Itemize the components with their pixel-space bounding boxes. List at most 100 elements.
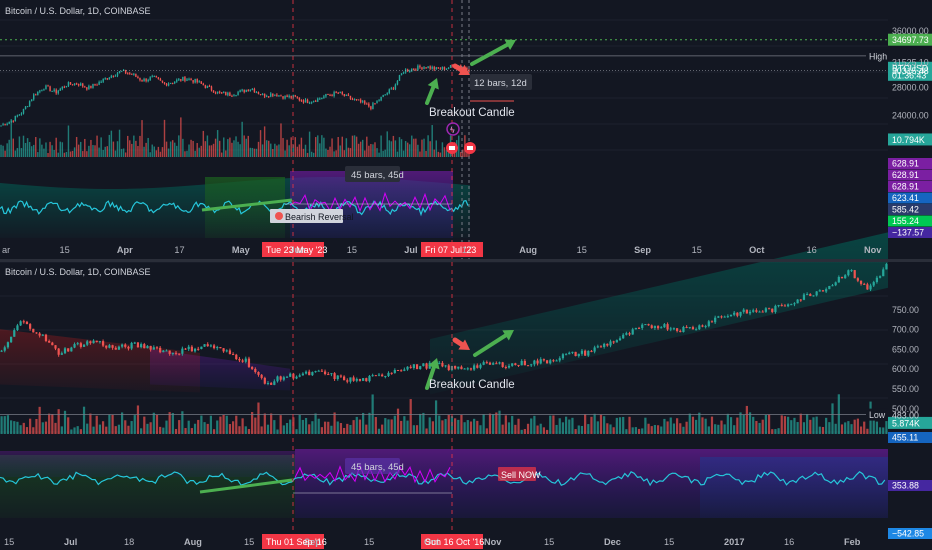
- osc-axis-badge: [888, 169, 932, 181]
- candle-body: [359, 99, 362, 103]
- candle-body: [10, 120, 12, 122]
- volume-bar: [331, 138, 333, 157]
- candle-body: [114, 347, 117, 350]
- candle-body: [274, 94, 276, 96]
- volume-bar: [244, 426, 247, 434]
- candle-body: [165, 83, 168, 86]
- volume-bar: [660, 426, 663, 434]
- candle-body: [825, 289, 828, 292]
- price-axis-label: High: [869, 51, 887, 61]
- volume-bar: [574, 429, 577, 434]
- time-axis-label: Aug: [519, 245, 537, 255]
- time-axis-label: Jul: [64, 537, 77, 547]
- osc-axis-badge: [888, 432, 932, 443]
- volume-bar: [406, 142, 409, 157]
- candle-body: [273, 381, 276, 385]
- volume-bar: [419, 413, 422, 434]
- volume-bar: [555, 424, 558, 434]
- candle-body: [301, 373, 304, 376]
- candle-body: [108, 345, 111, 348]
- volume-bar: [222, 414, 225, 434]
- oscillator-band-purple-left: [0, 451, 295, 477]
- candle-body: [244, 358, 247, 362]
- volume-bar: [400, 420, 403, 434]
- volume-bar: [88, 145, 90, 157]
- candle-body: [261, 93, 264, 96]
- candle-body: [321, 97, 323, 99]
- volume-bar: [60, 426, 63, 434]
- candle-body: [180, 79, 182, 81]
- volume-bar: [270, 143, 272, 157]
- candle-body: [479, 364, 482, 368]
- volume-bar: [447, 414, 450, 434]
- candle-body: [225, 350, 228, 352]
- volume-bar: [498, 410, 501, 434]
- candle-body: [802, 294, 806, 300]
- candle-body: [184, 348, 187, 350]
- volume-bar: [176, 145, 178, 157]
- volume-bar: [359, 141, 362, 157]
- candle-body: [568, 352, 571, 355]
- candle-body: [821, 290, 825, 292]
- candle-body: [247, 89, 249, 92]
- volume-bar: [209, 415, 213, 434]
- volume-bar: [742, 414, 745, 434]
- candle-body: [55, 89, 57, 94]
- volume-bar: [409, 144, 411, 157]
- candle-body: [16, 325, 19, 331]
- volume-bar: [239, 144, 241, 157]
- candle-body: [168, 350, 171, 354]
- volume-bar: [856, 418, 859, 434]
- candle-body: [178, 353, 181, 355]
- volume-bar: [90, 139, 92, 157]
- candle-body: [511, 363, 514, 366]
- price-axis-label: 600.00: [892, 364, 919, 374]
- candle-body: [449, 65, 452, 68]
- candle-body: [393, 370, 396, 373]
- price-axis-label: BTCUSD: [892, 63, 928, 73]
- candle-body: [249, 89, 252, 92]
- volume-bar: [352, 420, 355, 434]
- time-axis-label: 17: [174, 245, 184, 255]
- volume-bar: [238, 426, 241, 434]
- volume-bar: [133, 415, 136, 434]
- candle-body: [41, 90, 43, 92]
- osc-axis-label: 585.42: [892, 205, 919, 215]
- candle-body: [392, 88, 395, 90]
- candle-body: [587, 350, 590, 356]
- volume-bar: [124, 420, 127, 434]
- bullish-arrow-osc: [201, 198, 293, 212]
- candle-body: [317, 98, 319, 102]
- chart-title: Bitcoin / U.S. Dollar, 1D, COINBASE: [5, 6, 151, 16]
- candle-body: [552, 360, 555, 362]
- candle-body: [298, 375, 301, 377]
- volume-bar: [282, 138, 284, 157]
- candle-body: [767, 308, 771, 310]
- volume-bar: [141, 120, 143, 157]
- volume-bar: [433, 149, 435, 157]
- candle-body: [306, 99, 309, 104]
- candle-body: [49, 86, 51, 92]
- volume-bar: [290, 137, 292, 157]
- time-axis-label: 2017: [724, 537, 744, 547]
- candle-body: [22, 321, 25, 323]
- candle-body: [288, 95, 290, 98]
- volume-bar: [161, 147, 164, 157]
- volume-bar: [37, 152, 39, 157]
- volume-bar: [163, 119, 166, 157]
- volume-bar: [462, 149, 464, 157]
- candle-body: [542, 359, 546, 361]
- candle-body: [790, 304, 793, 306]
- volume-bar: [105, 426, 108, 434]
- candle-body: [315, 100, 317, 102]
- volume-bar: [180, 117, 182, 157]
- candle-body: [133, 73, 135, 75]
- candle-body: [137, 76, 139, 79]
- volume-bar: [437, 151, 440, 157]
- volume-bar: [812, 417, 815, 434]
- candle-body: [447, 365, 450, 370]
- candle-body: [38, 333, 41, 336]
- volume-bar: [111, 414, 114, 434]
- candle-body: [193, 348, 197, 352]
